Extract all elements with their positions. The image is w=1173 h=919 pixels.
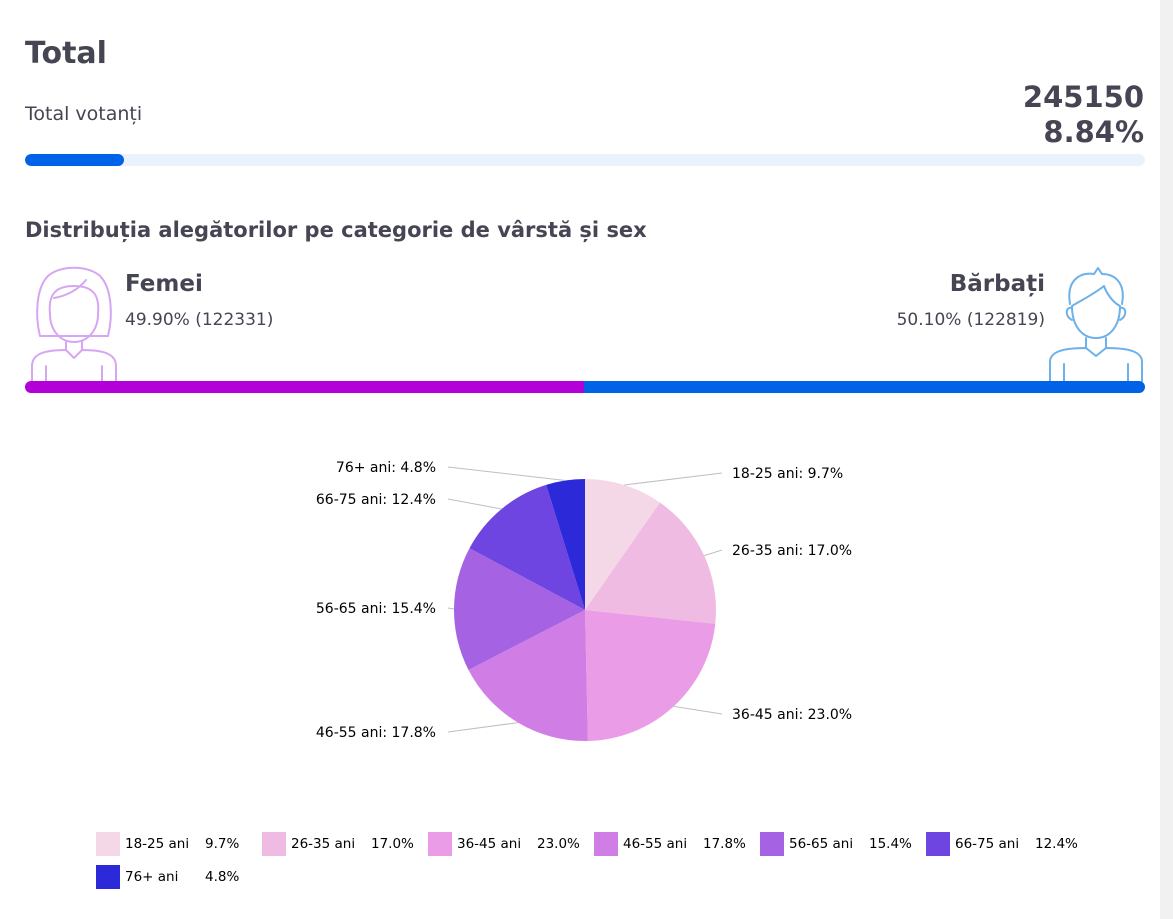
legend-value: 9.7%: [205, 835, 240, 852]
man-icon: [1048, 266, 1144, 386]
legend-swatch: [760, 831, 784, 856]
pie-slice-46-55-ani[interactable]: [468, 610, 588, 742]
legend-swatch: [96, 831, 120, 856]
distribution-title: Distribuția alegătorilor pe categorie de…: [25, 218, 647, 242]
legend-label: 56-65 ani: [789, 835, 854, 852]
total-voters-count: 245150: [1022, 80, 1144, 114]
legend-item[interactable]: 66-75 ani 12.4%: [926, 830, 1092, 857]
pie-leader-line: [447, 498, 502, 510]
male-value: 50.10% (122819): [896, 310, 1045, 330]
legend-label: 66-75 ani: [955, 835, 1020, 852]
legend-label: 36-45 ani: [457, 835, 522, 852]
total-voters-percent: 8.84%: [1043, 115, 1144, 149]
pie-leader-line: [704, 549, 723, 557]
pie-leader-line: [447, 722, 519, 733]
legend-value: 15.4%: [869, 835, 912, 852]
pie-leader-line: [447, 466, 566, 481]
female-label: Femei: [125, 271, 203, 297]
legend-item[interactable]: 26-35 ani 17.0%: [262, 830, 428, 857]
pie-slice-18-25-ani[interactable]: [585, 479, 660, 610]
female-value: 49.90% (122331): [125, 310, 274, 330]
pie-label-26-35-ani: 26-35 ani: 17.0%: [732, 543, 852, 559]
legend-swatch: [428, 831, 452, 856]
page-title: Total: [25, 36, 107, 71]
pie-label-46-55-ani: 46-55 ani: 17.8%: [316, 725, 436, 741]
legend-value: 23.0%: [537, 835, 580, 852]
legend-item[interactable]: 18-25 ani 9.7%: [96, 830, 262, 857]
pie-slice-66-75-ani[interactable]: [469, 484, 585, 610]
pie-leader-line: [447, 607, 455, 610]
legend-value: 12.4%: [1035, 835, 1078, 852]
legend-value: 4.8%: [205, 868, 240, 885]
pie-label-18-25-ani: 18-25 ani: 9.7%: [732, 466, 843, 482]
legend-value: 17.0%: [371, 835, 414, 852]
legend-label: 46-55 ani: [623, 835, 688, 852]
pie-leader-line: [624, 472, 723, 486]
pie-label-66-75-ani: 66-75 ani: 12.4%: [316, 492, 436, 508]
scrollbar[interactable]: [1160, 0, 1173, 919]
legend-swatch: [926, 831, 950, 856]
total-voters-label: Total votanți: [25, 103, 143, 125]
legend-swatch: [262, 831, 286, 856]
pie-label-36-45-ani: 36-45 ani: 23.0%: [732, 707, 852, 723]
legend-item[interactable]: 46-55 ani 17.8%: [594, 830, 760, 857]
pie-legend: 18-25 ani 9.7% 26-35 ani 17.0% 36-45 ani 23.0…: [96, 830, 1096, 890]
pie-slice-36-45-ani[interactable]: [585, 610, 716, 741]
legend-value: 17.8%: [703, 835, 746, 852]
pie-label-76plus-ani: 76+ ani: 4.8%: [336, 460, 436, 476]
turnout-progress-bar: [25, 154, 1145, 166]
pie-slice-26-35-ani[interactable]: [585, 502, 717, 624]
legend-label: 18-25 ani: [125, 835, 190, 852]
legend-swatch: [96, 864, 120, 889]
turnout-progress-fill: [25, 154, 124, 166]
pie-leader-line: [673, 705, 723, 715]
legend-item[interactable]: 56-65 ani 15.4%: [760, 830, 926, 857]
male-label: Bărbați: [949, 271, 1045, 297]
legend-swatch: [594, 831, 618, 856]
legend-label: 76+ ani: [125, 868, 179, 885]
gender-bar-female: [25, 381, 584, 393]
gender-split-bar: [25, 381, 1145, 393]
pie-label-56-65-ani: 56-65 ani: 15.4%: [316, 601, 436, 617]
legend-label: 26-35 ani: [291, 835, 356, 852]
pie-slice-76plus-ani[interactable]: [546, 479, 585, 610]
woman-icon: [26, 266, 122, 386]
age-pie-chart: 18-25 ani: 9.7% 26-35 ani: 17.0% 36-45 ani…: [316, 460, 852, 742]
pie-slice-56-65-ani[interactable]: [453, 548, 585, 670]
gender-bar-male: [583, 381, 1145, 393]
legend-item[interactable]: 76+ ani 4.8%: [96, 863, 262, 890]
legend-item[interactable]: 36-45 ani 23.0%: [428, 830, 594, 857]
